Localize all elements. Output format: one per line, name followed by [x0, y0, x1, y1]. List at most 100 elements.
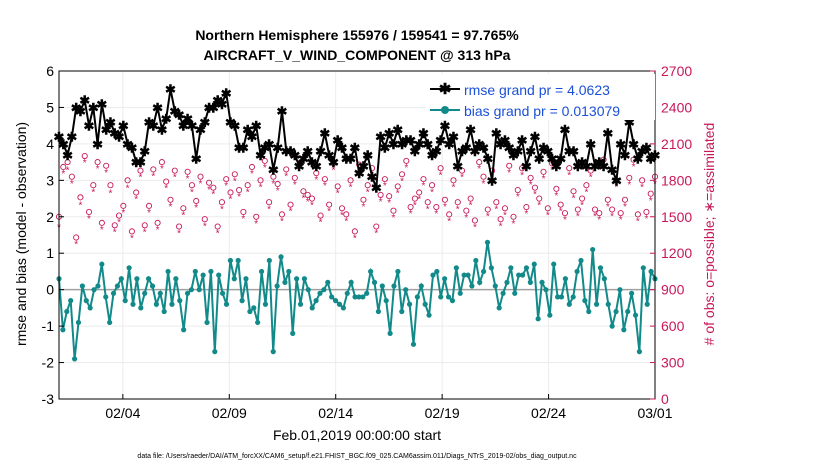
bias-point: [605, 301, 611, 307]
bias-point: [266, 257, 272, 264]
obs-assimilated-marker: *: [533, 190, 537, 201]
obs-assimilated-marker: *: [580, 201, 584, 212]
bias-point: [79, 283, 85, 289]
obs-assimilated-marker: *: [130, 233, 134, 244]
bias-point: [636, 349, 643, 355]
bias-point: [212, 349, 218, 355]
bias-point: [535, 316, 541, 322]
obs-assimilated-marker: *: [314, 175, 318, 186]
obs-possible-marker: [111, 222, 118, 229]
obs-assimilated-marker: *: [542, 174, 546, 185]
obs-possible-marker: [450, 177, 457, 184]
bias-point: [216, 272, 222, 278]
rmse-point: ✱: [186, 119, 197, 134]
bias-point: [274, 283, 280, 289]
obs-assimilated-marker: *: [649, 196, 653, 207]
bias-point: [71, 356, 78, 362]
obs-possible-marker: [476, 159, 483, 166]
rmse-point: ✱: [216, 97, 227, 112]
obs-possible-marker: [493, 199, 500, 206]
y-tick-label: 6: [46, 63, 54, 79]
obs-assimilated-marker: *: [190, 187, 194, 198]
rmse-point: ✱: [349, 141, 360, 156]
rmse-point: ✱: [409, 144, 420, 159]
rmse-point: ✱: [298, 151, 309, 166]
bias-point: [200, 272, 206, 278]
rmse-point: ✱: [337, 141, 348, 156]
obs-possible-marker: [596, 210, 603, 217]
rmse-point: ✱: [590, 159, 601, 174]
obs-assimilated-marker: *: [344, 216, 348, 227]
bias-point: [122, 298, 128, 304]
rmse-point: ✱: [534, 151, 545, 166]
obs-assimilated-marker: *: [443, 202, 447, 213]
bias-point: [278, 254, 284, 260]
obs-possible-marker: [180, 205, 187, 212]
obs-assimilated-marker: *: [83, 158, 87, 169]
bias-point: [258, 268, 265, 275]
bias-point: [231, 276, 237, 282]
bias-point: [305, 287, 311, 293]
rmse-point: ✱: [564, 144, 575, 159]
obs-possible-marker: [347, 177, 354, 184]
bias-point: [83, 298, 89, 304]
bias-point: [566, 301, 572, 307]
obs-possible-marker: [630, 156, 637, 163]
rmse-point: ✱: [405, 133, 416, 148]
bias-point: [531, 261, 537, 267]
obs-assimilated-marker: *: [567, 170, 571, 181]
y-tick-label: 2: [46, 209, 54, 225]
obs-assimilated-marker: *: [237, 192, 241, 203]
obs-possible-marker: [411, 195, 418, 202]
rmse-point: ✱: [491, 126, 502, 141]
rmse-point: ✱: [182, 111, 193, 126]
bias-point: [153, 301, 159, 307]
obs-assimilated-marker: *: [61, 169, 65, 180]
obs-assimilated-marker: *: [143, 227, 147, 238]
legend-bias-label: bias grand pr = 0.013079: [464, 103, 620, 119]
rmse-point: ✱: [637, 144, 648, 159]
bias-point: [590, 246, 596, 253]
obs-possible-marker: [514, 187, 521, 194]
rmse-point: ✱: [632, 151, 643, 166]
obs-possible-marker: [300, 188, 307, 195]
bias-point: [418, 283, 424, 289]
obs-assimilated-marker: *: [529, 180, 533, 191]
bias-point: [321, 287, 327, 293]
rmse-point: ✱: [208, 100, 219, 115]
bias-point: [613, 308, 619, 315]
bias-point: [539, 279, 545, 285]
obs-assimilated-marker: *: [259, 182, 263, 193]
bias-point: [103, 294, 109, 300]
obs-assimilated-marker: *: [250, 169, 254, 180]
obs-possible-marker: [643, 208, 650, 215]
obs-assimilated-marker: *: [404, 163, 408, 174]
rmse-point: ✱: [148, 119, 159, 134]
obs-assimilated-marker: *: [336, 188, 340, 199]
obs-possible-marker: [107, 182, 114, 189]
rmse-point: ✱: [487, 173, 498, 188]
rmse-point: ✱: [431, 144, 442, 159]
x-tick-label: 02/04: [105, 405, 140, 421]
y-tick-label: 5: [46, 99, 54, 115]
bias-point: [457, 290, 463, 296]
bias-point: [110, 290, 117, 296]
rmse-point: ✱: [255, 148, 266, 163]
obs-assimilated-marker: *: [220, 204, 224, 215]
legend-rmse-marker: ✱: [439, 81, 452, 98]
obs-possible-marker: [137, 167, 144, 174]
bias-point: [391, 283, 397, 289]
obs-assimilated-marker: *: [361, 202, 365, 213]
obs-assimilated-marker: *: [207, 185, 211, 196]
obs-possible-marker: [471, 217, 478, 224]
obs-possible-marker: [128, 228, 135, 235]
bias-point: [422, 301, 428, 307]
obs-assimilated-marker: *: [576, 212, 580, 223]
obs-possible-marker: [197, 173, 204, 180]
bias-point: [586, 308, 592, 315]
obs-possible-marker: [626, 174, 633, 181]
obs-possible-marker: [90, 182, 97, 189]
bias-point: [527, 279, 533, 285]
obs-assimilated-marker: *: [160, 164, 164, 175]
bias-point: [508, 265, 514, 271]
